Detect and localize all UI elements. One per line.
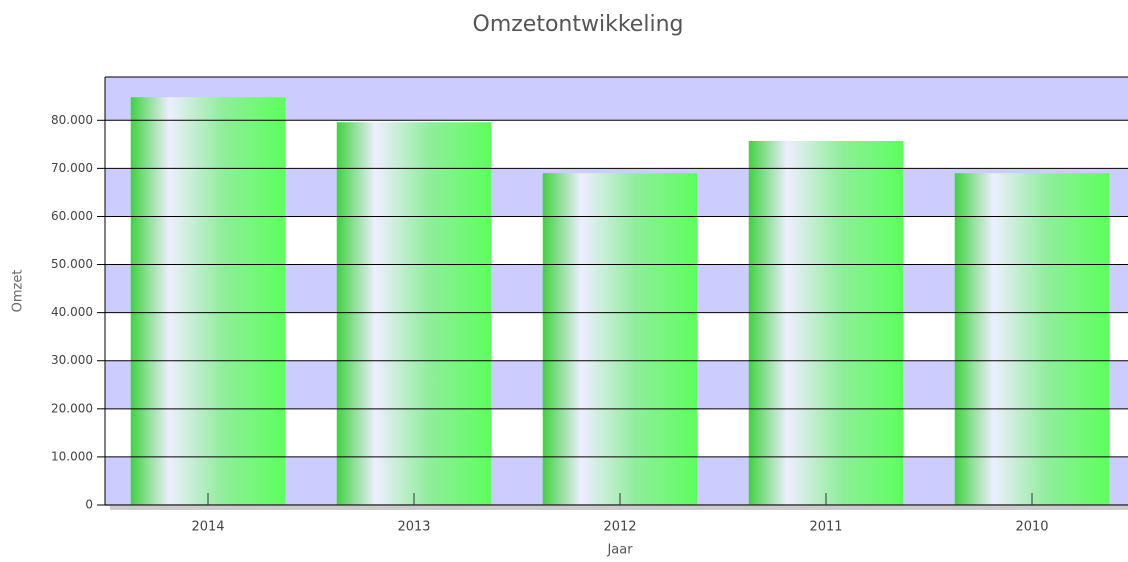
- bar: [954, 173, 1110, 505]
- bar: [542, 173, 698, 505]
- x-tick-label: 2012: [603, 520, 636, 535]
- bar: [336, 122, 492, 505]
- y-axis-label: Omzet: [11, 270, 26, 313]
- y-tick-label: 10.000: [51, 449, 93, 463]
- y-tick-label: 50.000: [51, 257, 93, 271]
- y-tick-label: 30.000: [51, 353, 93, 367]
- y-tick-label: 70.000: [51, 161, 93, 175]
- bar: [748, 140, 904, 506]
- x-tick-label: 2013: [397, 520, 430, 535]
- x-tick-label: 2014: [191, 520, 224, 535]
- chart-title: Omzetontwikkeling: [473, 12, 684, 37]
- x-tick-label: 2011: [809, 520, 842, 535]
- y-tick-label: 20.000: [51, 401, 93, 415]
- y-tick-label: 0: [85, 498, 93, 512]
- bar: [130, 97, 286, 505]
- y-tick-label: 80.000: [51, 113, 93, 127]
- y-tick-label: 60.000: [51, 209, 93, 223]
- axis-shadow: [110, 506, 1128, 510]
- y-tick-label: 40.000: [51, 305, 93, 319]
- x-tick-label: 2010: [1015, 520, 1048, 535]
- x-axis-label: Jaar: [606, 543, 633, 558]
